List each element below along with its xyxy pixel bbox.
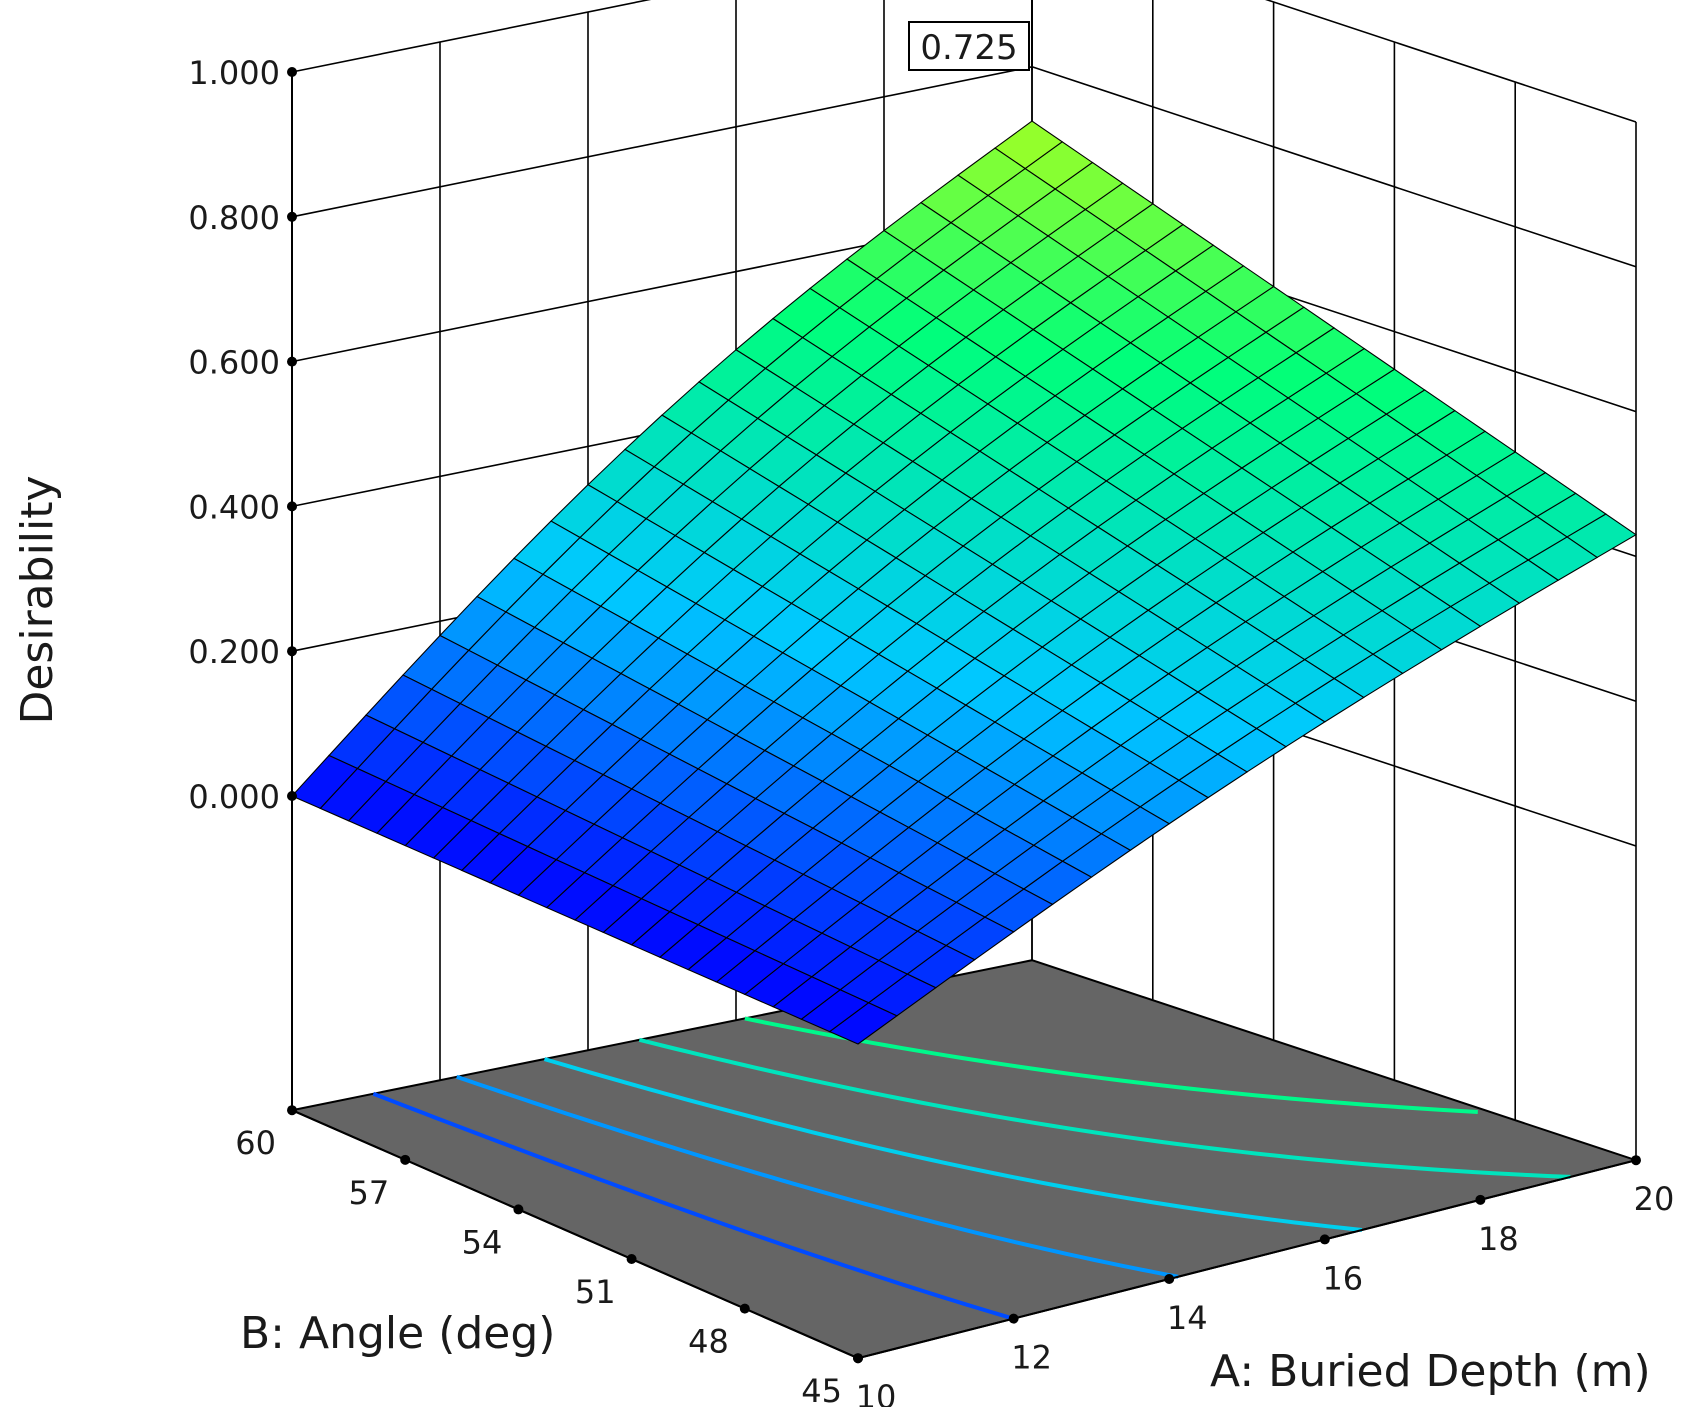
- contour-line: [372, 1091, 1014, 1321]
- x-axis-line: [857, 1159, 1637, 1360]
- tick-marks: [287, 67, 1641, 1364]
- contour-line: [638, 1037, 1571, 1179]
- x-tick-dot: [1319, 1234, 1330, 1245]
- contour-line: [456, 1074, 1179, 1279]
- y-axis-label: B: Angle (deg): [240, 1308, 555, 1359]
- x-tick-label: 14: [1167, 1299, 1208, 1337]
- x-tick-dot: [1475, 1194, 1486, 1205]
- y-tick-label: 45: [801, 1372, 842, 1407]
- grid-horizontal-left: [291, 0, 652, 73]
- grid-horizontal-right: [1031, 66, 1637, 268]
- floor-contours: [372, 1016, 1571, 1321]
- y-tick-dot: [513, 1204, 524, 1215]
- x-tick-label: 10: [856, 1378, 897, 1407]
- y-tick-label: 60: [235, 1124, 276, 1162]
- y-tick-dot: [739, 1303, 750, 1314]
- z-tick-label: 0.000: [188, 778, 280, 816]
- z-tick-label: 0.400: [188, 488, 280, 526]
- z-tick-label: 0.200: [188, 633, 280, 671]
- z-tick-dot: [287, 646, 297, 657]
- contour-line: [543, 1057, 1363, 1232]
- x-axis-label: A: Buried Depth (m): [1210, 1346, 1651, 1397]
- z-tick-label: 0.600: [188, 344, 280, 382]
- y-tick-dot: [287, 1105, 297, 1116]
- z-tick-dot: [287, 211, 297, 222]
- x-tick-label: 18: [1478, 1220, 1519, 1258]
- grid-horizontal-left: [291, 66, 1033, 218]
- y-tick-dot: [400, 1154, 411, 1165]
- z-tick-dot: [287, 67, 297, 77]
- x-tick-label: 16: [1322, 1259, 1363, 1297]
- x-tick-dot: [853, 1353, 863, 1364]
- y-axis-line: [291, 1109, 859, 1360]
- x-tick-label: 12: [1011, 1339, 1052, 1377]
- y-tick-label: 48: [688, 1323, 729, 1361]
- y-tick-dot: [626, 1254, 637, 1265]
- z-axis-label: Desirability: [12, 475, 63, 724]
- x-tick-dot: [1008, 1313, 1019, 1324]
- y-tick-label: 54: [462, 1223, 503, 1261]
- y-tick-label: 57: [348, 1174, 389, 1212]
- grid-horizontal-right: [1265, 0, 1637, 123]
- z-tick-dot: [287, 501, 297, 512]
- x-tick-dot: [1164, 1274, 1175, 1285]
- x-tick-label: 20: [1634, 1180, 1675, 1218]
- z-tick-label: 0.800: [188, 199, 280, 237]
- surface-mesh: [291, 120, 1638, 1045]
- flag-box: [908, 21, 1030, 71]
- y-tick-label: 51: [575, 1273, 616, 1311]
- z-tick-dot: [287, 791, 297, 801]
- x-tick-dot: [1631, 1155, 1641, 1166]
- surface-cell: [291, 754, 359, 810]
- axis-frame: [291, 0, 1637, 1360]
- floor-polygon: [288, 959, 1640, 1360]
- floor-plane: [288, 959, 1640, 1360]
- z-tick-dot: [287, 356, 297, 367]
- flag-label: 0.725: [920, 28, 1017, 68]
- z-tick-label: 1.000: [188, 54, 280, 92]
